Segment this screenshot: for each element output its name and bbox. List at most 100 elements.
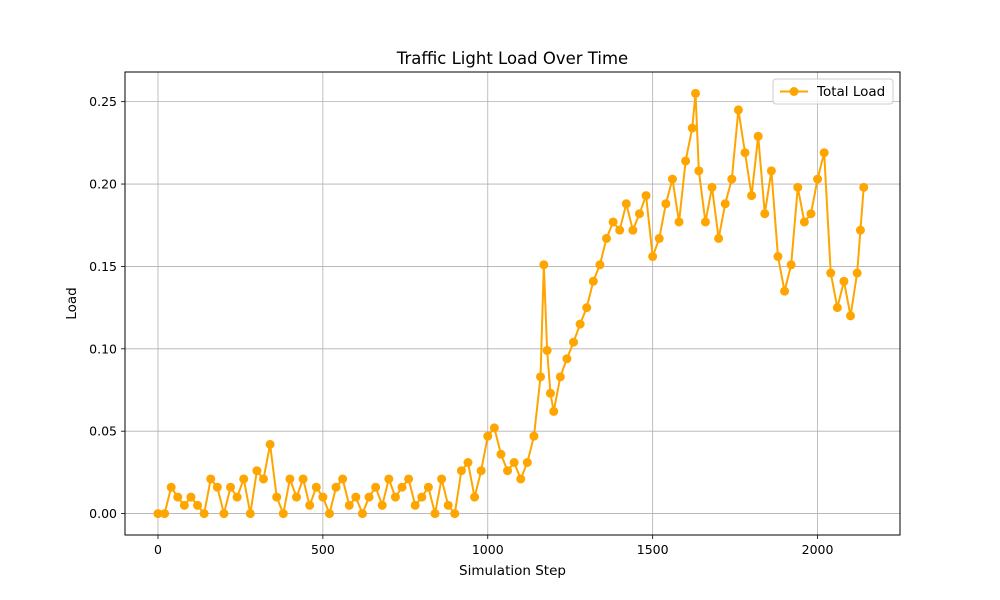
x-tick-label: 1000 <box>472 542 504 557</box>
data-point <box>641 191 651 201</box>
data-point <box>691 88 701 98</box>
data-point <box>272 492 282 502</box>
data-point <box>747 191 757 201</box>
data-point <box>278 509 288 519</box>
data-point <box>291 492 301 502</box>
y-tick-label: 0.10 <box>89 341 117 356</box>
data-point <box>707 182 717 192</box>
data-point <box>173 492 183 502</box>
data-point <box>364 492 374 502</box>
x-tick-label: 2000 <box>802 542 834 557</box>
data-point <box>733 105 743 115</box>
data-point <box>516 474 526 484</box>
data-point <box>539 260 549 270</box>
data-point <box>489 423 499 433</box>
data-point <box>766 166 776 176</box>
data-point <box>634 209 644 219</box>
data-point <box>700 217 710 227</box>
x-tick-label: 500 <box>311 542 335 557</box>
data-point <box>648 252 658 262</box>
data-point <box>786 260 796 270</box>
data-point <box>753 131 763 141</box>
data-point <box>714 233 724 243</box>
x-axis-label: Simulation Step <box>459 563 566 579</box>
data-point <box>509 458 519 467</box>
plot-frame <box>124 71 901 536</box>
data-point <box>311 482 321 492</box>
y-tick-label: 0.00 <box>89 506 117 521</box>
data-point <box>252 466 262 476</box>
y-axis: 0.00 0.05 0.10 0.15 0.20 0.25 <box>89 94 125 521</box>
data-point <box>826 268 836 278</box>
y-tick-label: 0.15 <box>89 259 117 274</box>
data-point <box>153 509 163 519</box>
data-point <box>160 509 170 519</box>
data-point <box>615 225 625 235</box>
data-point <box>344 500 354 510</box>
data-point <box>232 492 242 502</box>
data-point <box>852 268 862 278</box>
y-tick-label: 0.05 <box>89 424 117 439</box>
legend-box <box>772 78 894 105</box>
data-point <box>193 500 203 510</box>
data-point <box>265 439 275 449</box>
data-point <box>674 217 684 227</box>
data-point <box>687 123 697 133</box>
x-tick-label: 0 <box>154 542 162 557</box>
chart-title: Traffic Light Load Over Time <box>396 49 628 68</box>
data-point <box>186 492 196 502</box>
data-point <box>549 406 559 416</box>
data-point <box>855 225 865 235</box>
data-point <box>298 474 308 484</box>
series-layer <box>153 88 869 519</box>
data-point <box>654 233 664 243</box>
data-point <box>813 174 823 184</box>
x-tick-label: 1500 <box>637 542 669 557</box>
data-point <box>206 474 216 484</box>
data-point <box>410 500 420 510</box>
data-point <box>773 252 783 262</box>
data-point <box>575 319 585 329</box>
data-point <box>245 509 255 519</box>
series-line-total-load <box>157 92 865 515</box>
data-point <box>463 458 473 467</box>
data-point <box>542 345 552 355</box>
data-point <box>470 492 480 502</box>
data-point <box>371 482 381 492</box>
data-point <box>390 492 400 502</box>
data-point <box>536 372 546 382</box>
x-axis: 0 500 1000 1500 2000 <box>154 535 834 557</box>
data-point <box>799 217 809 227</box>
data-point <box>496 449 506 459</box>
data-point <box>430 509 440 519</box>
data-point <box>846 311 856 321</box>
data-point <box>522 458 532 467</box>
data-point <box>219 509 229 519</box>
data-point <box>338 474 348 484</box>
data-point <box>555 372 565 382</box>
plot-area <box>125 72 900 535</box>
data-point <box>621 199 631 209</box>
data-point <box>608 217 618 227</box>
y-axis-label: Load <box>64 287 80 319</box>
y-tick-label: 0.25 <box>89 94 117 109</box>
data-point <box>760 209 770 219</box>
data-point <box>423 482 433 492</box>
data-point <box>601 233 611 243</box>
data-point <box>450 509 460 519</box>
data-point <box>259 474 269 484</box>
data-point <box>384 474 394 484</box>
data-point <box>661 199 671 209</box>
data-point <box>793 182 803 192</box>
data-point <box>318 492 328 502</box>
data-point <box>166 482 176 492</box>
data-point <box>720 199 730 209</box>
data-point <box>595 260 605 270</box>
data-point <box>483 431 493 441</box>
data-point <box>859 182 869 192</box>
data-point <box>529 431 539 441</box>
data-point <box>694 166 704 176</box>
data-point <box>437 474 447 484</box>
data-point <box>503 466 513 476</box>
